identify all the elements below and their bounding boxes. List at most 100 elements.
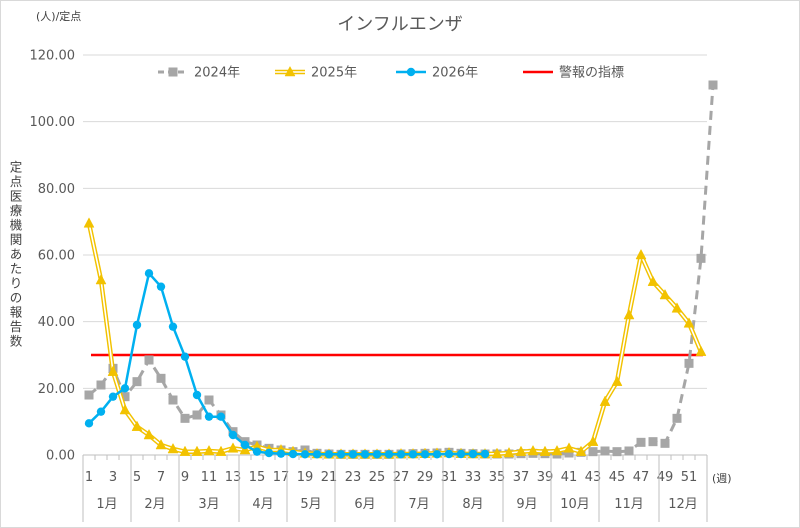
data-point <box>491 447 503 458</box>
x-tick-label: 51 <box>681 470 698 485</box>
data-point <box>96 380 106 390</box>
month-label: 3月 <box>198 497 219 512</box>
data-point <box>551 444 563 456</box>
data-point <box>503 446 515 458</box>
data-point <box>635 248 647 260</box>
data-point <box>168 322 178 331</box>
y-axis-title-char: 点 <box>10 174 23 189</box>
y-axis-title-char: り <box>10 276 23 291</box>
data-point <box>515 445 527 456</box>
data-point <box>659 288 671 300</box>
month-label: 7月 <box>408 497 429 512</box>
y-axis-title-char: 療 <box>10 203 23 218</box>
legend-marker <box>284 65 296 77</box>
data-point <box>276 449 286 458</box>
gridlines <box>83 54 707 456</box>
x-unit-label: (週) <box>712 472 732 485</box>
x-tick-label: 43 <box>585 470 602 485</box>
month-label: 8月 <box>462 497 483 512</box>
y-axis-title-char: 報 <box>10 305 23 320</box>
data-point <box>539 445 551 456</box>
data-point <box>84 419 94 428</box>
data-point <box>527 444 539 456</box>
y-tick-label: 80.00 <box>38 182 75 197</box>
data-point <box>324 450 334 459</box>
data-point <box>624 446 634 456</box>
month-label: 6月 <box>354 497 375 512</box>
y-axis-title-char: 告 <box>10 319 23 334</box>
month-label: 10月 <box>560 497 590 512</box>
data-point <box>695 345 707 356</box>
data-point <box>456 449 466 459</box>
data-point <box>131 420 143 431</box>
data-point <box>683 317 695 328</box>
data-point <box>587 435 599 446</box>
y-tick-label: 100.00 <box>30 115 76 130</box>
legend-label: 2026年 <box>432 66 478 81</box>
data-point <box>120 392 130 402</box>
legend-marker <box>168 67 178 77</box>
data-point <box>119 403 131 415</box>
data-point <box>360 450 370 459</box>
data-point <box>588 447 598 457</box>
data-point <box>708 80 718 90</box>
x-tick-label: 21 <box>321 470 338 485</box>
data-point <box>204 412 214 421</box>
y-axis-title-char: あ <box>10 247 23 262</box>
data-point <box>240 440 250 450</box>
data-point <box>132 320 142 330</box>
x-tick-label: 23 <box>345 470 362 485</box>
data-point <box>192 410 202 420</box>
x-tick-label: 9 <box>181 470 189 485</box>
data-point <box>120 384 130 393</box>
data-point <box>96 407 106 416</box>
x-tick-label: 47 <box>633 470 650 485</box>
data-point <box>204 395 214 405</box>
month-label: 4月 <box>252 497 273 512</box>
data-point <box>599 395 611 406</box>
y-unit-label: (人)/定点 <box>36 9 81 23</box>
data-point <box>144 269 154 278</box>
y-axis-title-char: 数 <box>10 334 23 349</box>
data-point <box>671 302 683 313</box>
legend-label: 2025年 <box>311 66 357 81</box>
x-tick-label: 17 <box>273 470 290 485</box>
legend: 2024年 2025年 2026年 警報の指標 <box>158 65 624 81</box>
x-tick-label: 15 <box>249 470 266 485</box>
chart-title: インフルエンザ <box>337 14 462 35</box>
x-tick-label: 45 <box>609 470 626 485</box>
data-point <box>575 445 587 456</box>
x-tick-label: 35 <box>489 470 506 485</box>
legend-marker <box>406 67 416 77</box>
data-point <box>156 282 166 291</box>
data-point <box>420 450 430 459</box>
x-tick-label: 37 <box>513 470 530 485</box>
data-point <box>107 365 119 376</box>
x-tick-label: 31 <box>441 470 458 485</box>
x-tick-label: 11 <box>201 470 218 485</box>
y-axis-title-char: た <box>10 261 23 276</box>
y-tick-label: 40.00 <box>38 315 75 330</box>
data-point <box>648 437 658 447</box>
y-tick-label: 0.00 <box>46 449 75 464</box>
data-point <box>179 445 191 456</box>
data-point <box>95 273 107 285</box>
data-point <box>288 449 298 459</box>
x-tick-label: 1 <box>85 470 93 485</box>
data-point <box>312 450 322 459</box>
month-labels: 1月 2月 3月 4月 5月 6月 7月 8月 9月 10月 11月 12月 <box>82 455 708 522</box>
y-tick-labels: 0.00 20.00 40.00 60.00 80.00 100.00 120.00 <box>30 49 76 464</box>
data-point <box>215 445 227 456</box>
series-2026年 <box>84 269 490 459</box>
data-point <box>563 442 575 453</box>
x-tick-label: 41 <box>561 470 578 485</box>
series-group <box>83 80 718 459</box>
data-point <box>372 450 382 459</box>
legend-label: 警報の指標 <box>559 65 624 81</box>
data-point <box>132 377 142 387</box>
data-point <box>600 446 610 456</box>
month-label: 12月 <box>668 497 698 512</box>
data-point <box>144 355 154 365</box>
data-point <box>480 449 490 459</box>
